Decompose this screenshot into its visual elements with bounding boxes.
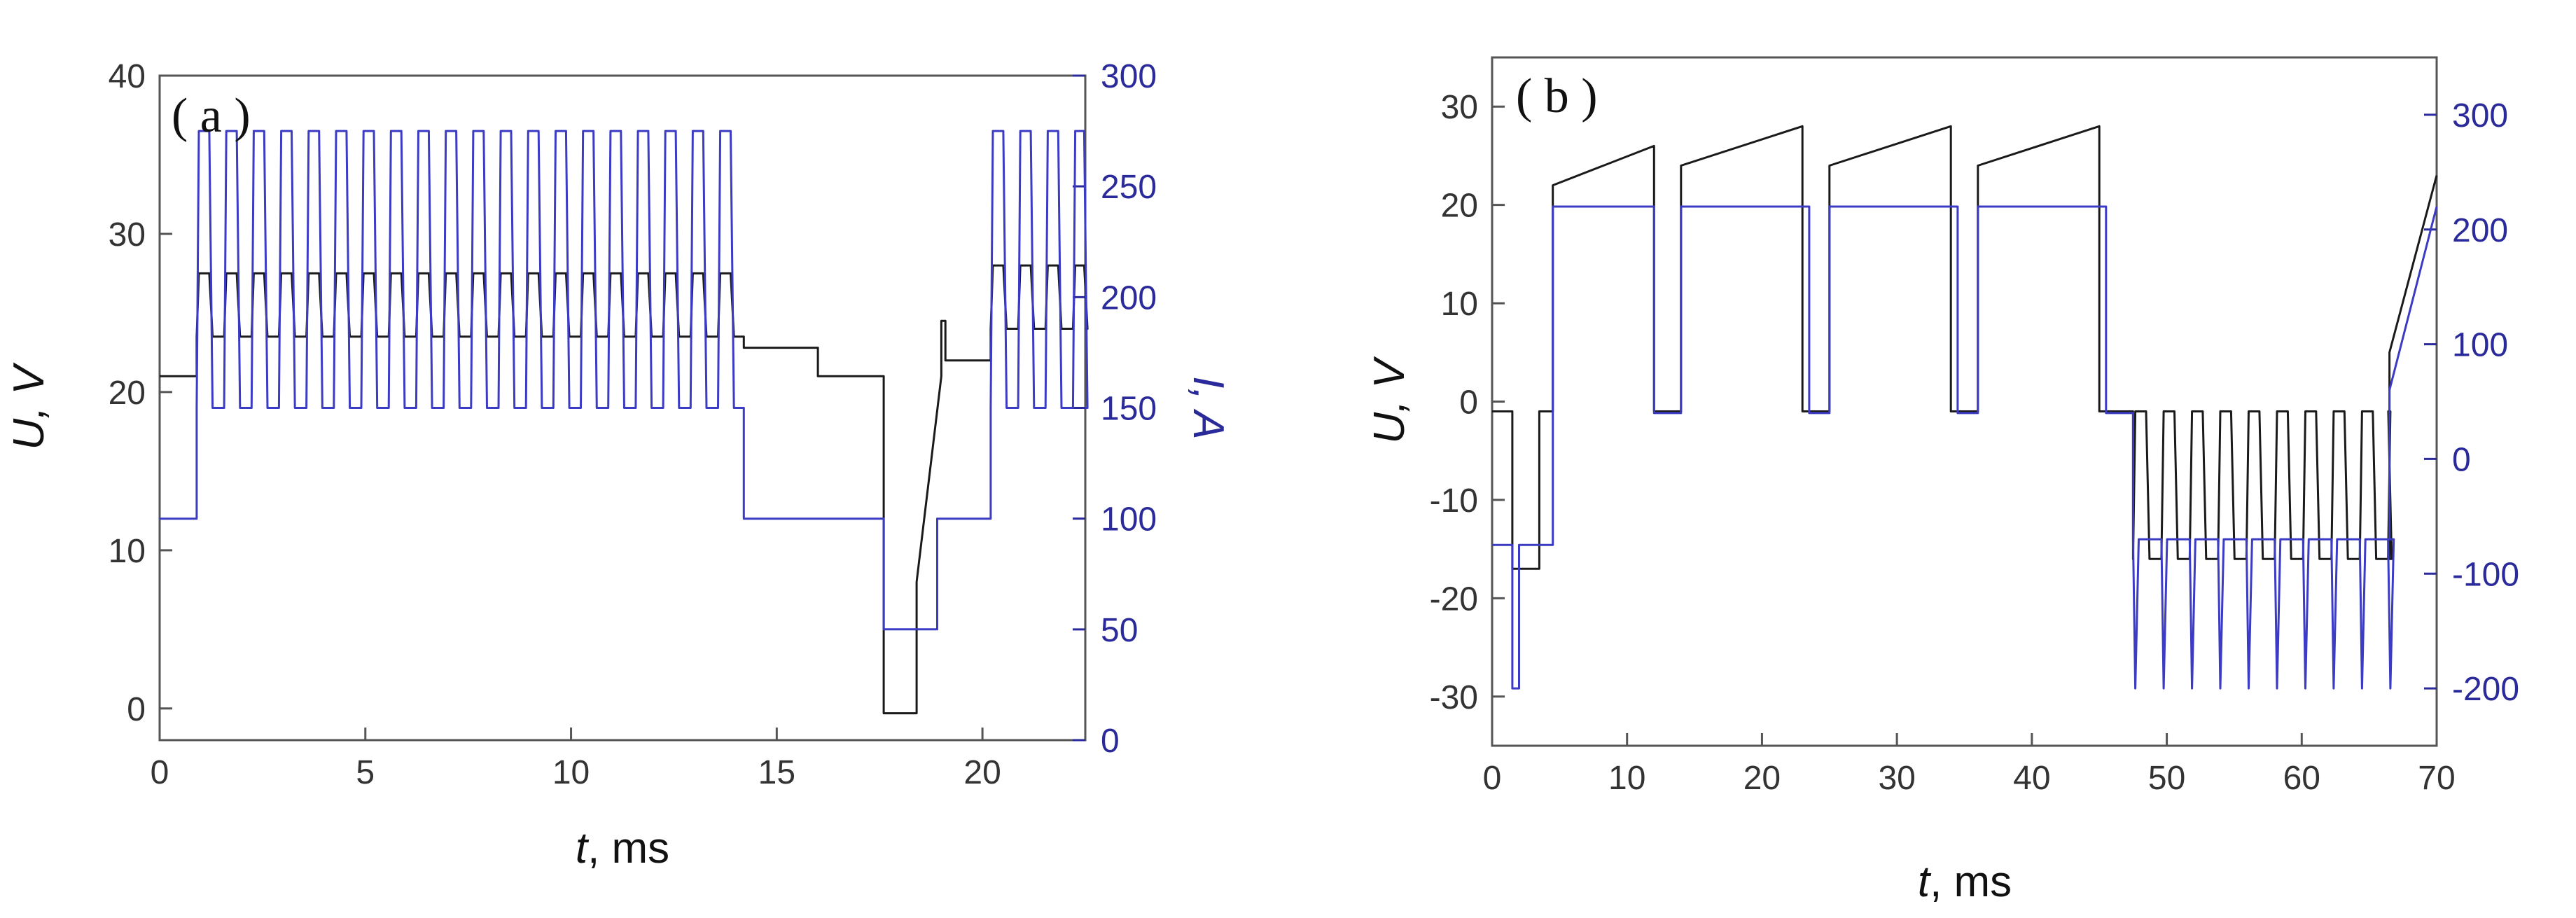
y2-tick-label: 300 [2452, 97, 2508, 134]
x-tick-label: 30 [1878, 760, 1915, 797]
x-axis-label: t, ms [576, 824, 669, 872]
y-tick-label: 10 [1441, 286, 1478, 323]
x-tick-label: 5 [356, 754, 375, 791]
y2-tick-label: 200 [2452, 212, 2508, 249]
y2-tick-label: 0 [1101, 723, 1120, 760]
panel-label: ( a ) [172, 89, 251, 143]
x-tick-label: 0 [1483, 760, 1502, 797]
y2-axis-label: I, A [1184, 376, 1232, 440]
y2-tick-label: 50 [1101, 612, 1138, 649]
x-axis-label-variable: t [1918, 858, 1932, 906]
x-axis-label-unit: , ms [1930, 858, 2012, 906]
y-axis-label: U, V [1365, 356, 1414, 444]
y-tick-label: 0 [1459, 384, 1478, 422]
x-tick-label: 70 [2418, 760, 2455, 797]
y-tick-label: 0 [127, 691, 146, 728]
y-tick-label: -20 [1430, 580, 1478, 618]
x-axis-label-variable: t [576, 824, 590, 872]
y-tick-label: 20 [109, 375, 146, 412]
y2-tick-label: 200 [1101, 279, 1157, 317]
y2-tick-label: -200 [2452, 671, 2519, 708]
y2-tick-label: -100 [2452, 556, 2519, 593]
x-tick-label: 15 [758, 754, 795, 791]
y-tick-label: 20 [1441, 188, 1478, 225]
y-tick-label: -10 [1430, 482, 1478, 520]
x-tick-label: 60 [2283, 760, 2320, 797]
current-series-line [160, 130, 1089, 631]
y2-tick-label: 150 [1101, 391, 1157, 428]
x-tick-label: 10 [1608, 760, 1645, 797]
x-tick-label: 50 [2148, 760, 2185, 797]
y2-tick-label: 100 [2452, 327, 2508, 364]
y-tick-label: 10 [109, 533, 146, 570]
y-tick-label: 40 [109, 58, 146, 95]
x-axis-label-unit: , ms [587, 824, 669, 872]
x-tick-label: 20 [963, 754, 1001, 791]
current-series-line [1492, 205, 2438, 690]
voltage-series-line [1492, 125, 2438, 570]
y2-tick-label: 100 [1101, 501, 1157, 538]
y2-tick-label: 0 [2452, 441, 2471, 478]
y-tick-label: 30 [109, 216, 146, 253]
chart-panel-b: 0 10 20 30 40 50 60 70-30-20-100102030-200-1000… [1365, 56, 2519, 906]
y-tick-label: -30 [1430, 679, 1478, 716]
x-tick-label: 10 [552, 754, 590, 791]
panel-label: ( b ) [1516, 69, 1598, 123]
y-axis-label: U, V [5, 362, 53, 450]
y-tick-label: 30 [1441, 89, 1478, 126]
x-tick-label: 0 [151, 754, 169, 791]
x-axis-label: t, ms [1918, 858, 2012, 906]
x-tick-label: 20 [1743, 760, 1781, 797]
y2-tick-label: 300 [1101, 58, 1157, 95]
x-tick-label: 40 [2013, 760, 2050, 797]
y2-tick-label: 250 [1101, 169, 1157, 206]
